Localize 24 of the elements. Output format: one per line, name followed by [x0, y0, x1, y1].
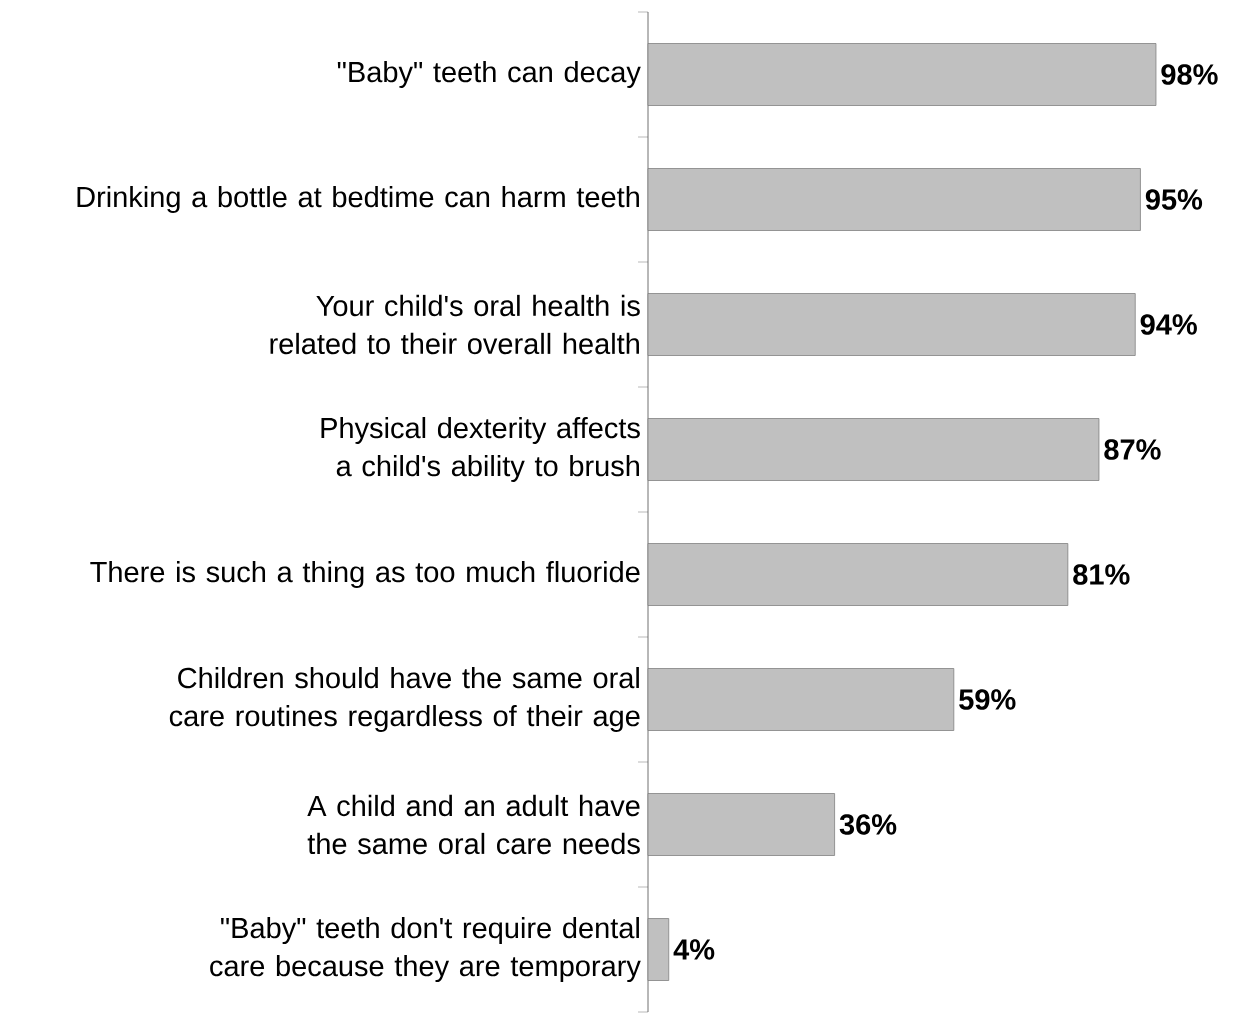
y-tick-label: Drinking a bottle at bedtime can harm teeth [77, 185, 639, 214]
y-tick-label: "Baby" teeth can decay [337, 60, 641, 89]
bar [647, 793, 835, 856]
data-label: 87% [1104, 439, 1161, 460]
y-tick-label: Children should have the same oral care routines regardless of their age [169, 666, 640, 733]
data-label: 4% [673, 939, 715, 960]
data-label: 81% [1073, 564, 1130, 585]
bar [647, 543, 1069, 606]
y-tick-label: There is such a thing as too much fluoride [90, 560, 640, 589]
y-tick-label: "Baby" teeth don't require dental care because they are temporary [210, 916, 641, 983]
bar [647, 43, 1157, 106]
data-label: 36% [839, 814, 897, 835]
bar [647, 668, 955, 731]
bar [647, 918, 670, 981]
bar [647, 293, 1136, 356]
data-label: 98% [1161, 64, 1218, 85]
bar [647, 168, 1141, 231]
data-label: 59% [959, 689, 1016, 710]
data-label: 94% [1140, 314, 1197, 335]
y-tick-label: Your child's oral health is related to their overall health [270, 294, 640, 355]
y-tick-label: Physical dexterity affects a child's ability to brush [321, 416, 640, 483]
y-tick-label: A child and an adult have the same oral care needs [307, 794, 640, 855]
bar [647, 418, 1100, 481]
data-label: 95% [1145, 189, 1203, 210]
